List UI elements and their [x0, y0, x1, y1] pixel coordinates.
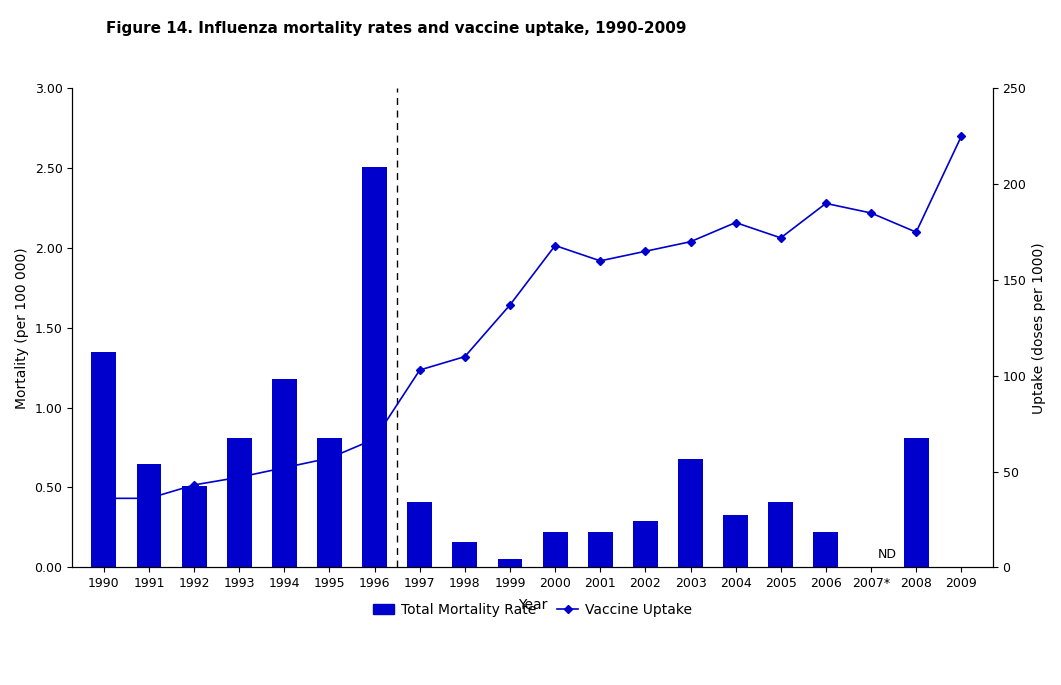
Bar — [407, 502, 432, 567]
Bar — [768, 502, 794, 567]
Bar — [633, 521, 658, 567]
Bar — [362, 166, 387, 567]
Bar — [227, 438, 251, 567]
Y-axis label: Uptake (doses per 1000): Uptake (doses per 1000) — [1032, 242, 1046, 414]
Bar — [498, 559, 522, 567]
Bar — [452, 542, 477, 567]
Bar — [137, 464, 161, 567]
Text: Figure 14. Influenza mortality rates and vaccine uptake, 1990-2009: Figure 14. Influenza mortality rates and… — [106, 21, 686, 36]
Bar — [814, 532, 838, 567]
Legend: Total Mortality Rate, Vaccine Uptake: Total Mortality Rate, Vaccine Uptake — [368, 597, 697, 623]
Bar — [91, 352, 117, 567]
Bar — [678, 459, 703, 567]
Bar — [904, 438, 928, 567]
Bar — [181, 486, 207, 567]
X-axis label: Year: Year — [518, 598, 547, 612]
Bar — [317, 438, 342, 567]
Y-axis label: Mortality (per 100 000): Mortality (per 100 000) — [15, 247, 29, 409]
Bar — [543, 532, 568, 567]
Text: ND: ND — [877, 548, 897, 561]
Bar — [588, 532, 612, 567]
Bar — [724, 514, 748, 567]
Bar — [272, 379, 297, 567]
